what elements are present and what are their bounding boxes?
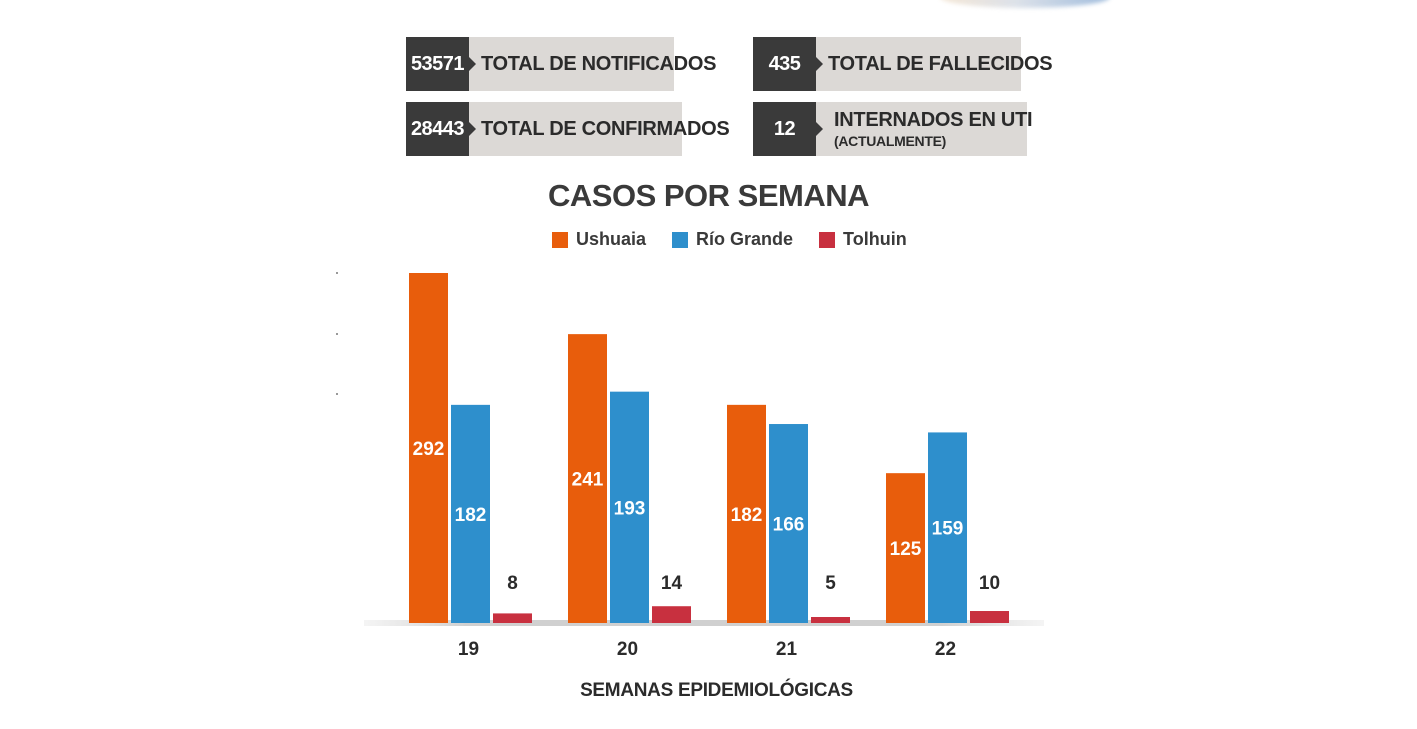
stat-label: TOTAL DE CONFIRMADOS xyxy=(469,102,730,156)
legend-label: Río Grande xyxy=(696,229,794,249)
data-label: 182 xyxy=(731,505,763,526)
x-tick-label: 21 xyxy=(776,639,798,660)
legend-label: Tolhuin xyxy=(843,229,907,249)
decorative-corner-blur xyxy=(940,0,1110,8)
stat-notificados: 53571 TOTAL DE NOTIFICADOS xyxy=(406,37,716,91)
bar xyxy=(568,334,607,623)
data-label: 166 xyxy=(773,515,805,536)
bar xyxy=(451,404,490,623)
data-label: 182 xyxy=(455,505,487,526)
stat-fallecidos: 435 TOTAL DE FALLECIDOS xyxy=(753,37,1053,91)
chart-legend: Ushuaia Río Grande Tolhuin xyxy=(552,229,933,250)
y-axis-tick-marks xyxy=(336,272,338,395)
data-label: 5 xyxy=(825,573,836,594)
stat-value: 435 xyxy=(753,37,823,91)
bar xyxy=(811,617,850,623)
legend-item: Ushuaia xyxy=(552,229,646,250)
bar xyxy=(610,391,649,623)
stat-sublabel: (ACTUALMENTE) xyxy=(834,133,946,149)
bar xyxy=(970,611,1009,623)
y-tick-mark xyxy=(336,333,338,335)
bar xyxy=(652,606,691,623)
legend-swatch xyxy=(672,231,689,248)
y-tick-mark xyxy=(336,393,338,395)
legend-item: Río Grande xyxy=(672,229,793,250)
stat-internados-uti: 12 INTERNADOS EN UTI (ACTUALMENTE) xyxy=(753,102,1033,156)
stat-value: 53571 xyxy=(406,37,476,91)
x-tick-label: 22 xyxy=(935,639,956,660)
y-tick-mark xyxy=(336,272,338,274)
data-label: 292 xyxy=(413,439,445,460)
legend-item: Tolhuin xyxy=(819,229,907,250)
data-label: 125 xyxy=(890,539,922,560)
chart-title: CASOS POR SEMANA xyxy=(548,178,869,213)
stat-label: INTERNADOS EN UTI xyxy=(834,109,1033,131)
x-tick-label: 19 xyxy=(458,639,479,660)
x-tick-label: 20 xyxy=(617,639,638,660)
data-label: 8 xyxy=(507,573,518,594)
stat-confirmados: 28443 TOTAL DE CONFIRMADOS xyxy=(406,102,730,156)
data-label: 159 xyxy=(932,519,964,540)
data-label: 193 xyxy=(614,498,646,519)
stat-value: 28443 xyxy=(406,102,476,156)
legend-label: Ushuaia xyxy=(576,229,647,249)
bar xyxy=(409,273,448,623)
stat-label-group: INTERNADOS EN UTI (ACTUALMENTE) xyxy=(816,102,1033,156)
bar xyxy=(928,432,967,623)
stat-value: 12 xyxy=(753,102,823,156)
x-axis-baseline xyxy=(364,620,1044,626)
data-label: 10 xyxy=(979,573,1000,594)
stat-label: TOTAL DE NOTIFICADOS xyxy=(469,37,716,91)
legend-swatch xyxy=(819,231,836,248)
stat-label: TOTAL DE FALLECIDOS xyxy=(816,37,1053,91)
x-axis-label: SEMANAS EPIDEMIOLÓGICAS xyxy=(580,680,853,701)
bar xyxy=(493,613,532,623)
legend-swatch xyxy=(552,231,568,248)
data-label: 241 xyxy=(572,470,604,491)
bar xyxy=(886,473,925,623)
data-label: 14 xyxy=(661,573,683,594)
bar xyxy=(727,404,766,623)
bar xyxy=(769,424,808,623)
